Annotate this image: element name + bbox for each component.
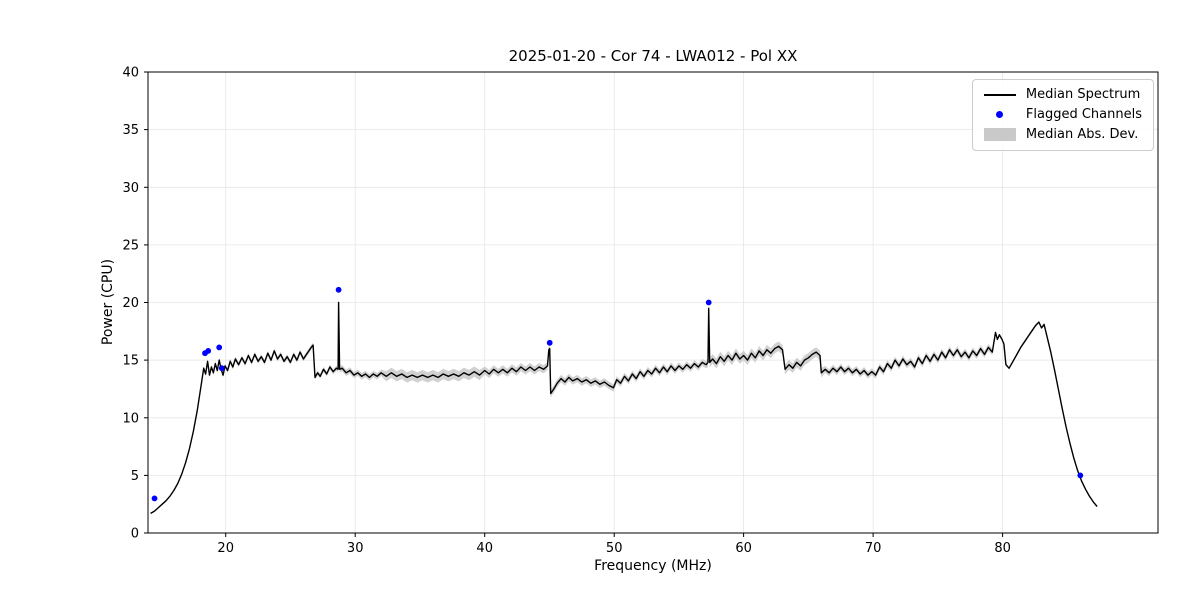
- svg-text:50: 50: [606, 541, 623, 556]
- svg-text:30: 30: [347, 541, 364, 556]
- svg-text:30: 30: [122, 181, 139, 196]
- chart-title: 2025-01-20 - Cor 74 - LWA012 - Pol XX: [508, 47, 798, 65]
- svg-text:60: 60: [735, 541, 752, 556]
- legend-band-swatch: [983, 128, 1016, 141]
- x-axis-label: Frequency (MHz): [594, 558, 712, 574]
- svg-text:20: 20: [122, 296, 139, 311]
- svg-text:20: 20: [217, 541, 234, 556]
- legend-item-flagged-channels: Flagged Channels: [984, 107, 1142, 122]
- legend-label: Median Abs. Dev.: [1025, 127, 1139, 142]
- svg-text:40: 40: [122, 66, 139, 81]
- svg-text:5: 5: [131, 469, 139, 484]
- y-axis-label: Power (CPU): [100, 258, 116, 346]
- legend-item-median-spectrum: Median Spectrum: [983, 87, 1142, 102]
- svg-text:70: 70: [865, 541, 882, 556]
- svg-text:15: 15: [122, 354, 139, 369]
- legend-line-swatch: [983, 93, 1016, 96]
- legend-label: Flagged Channels: [1025, 107, 1142, 122]
- svg-text:0: 0: [131, 527, 139, 542]
- legend: Median Spectrum Flagged Channels Median …: [971, 79, 1154, 151]
- legend-label: Median Spectrum: [1025, 87, 1141, 102]
- svg-text:35: 35: [122, 123, 139, 138]
- svg-text:25: 25: [122, 238, 139, 253]
- svg-text:40: 40: [476, 541, 493, 556]
- legend-item-median-abs-dev: Median Abs. Dev.: [983, 127, 1142, 142]
- legend-dot-swatch: [984, 111, 1016, 118]
- svg-text:80: 80: [994, 541, 1011, 556]
- svg-text:10: 10: [122, 411, 139, 426]
